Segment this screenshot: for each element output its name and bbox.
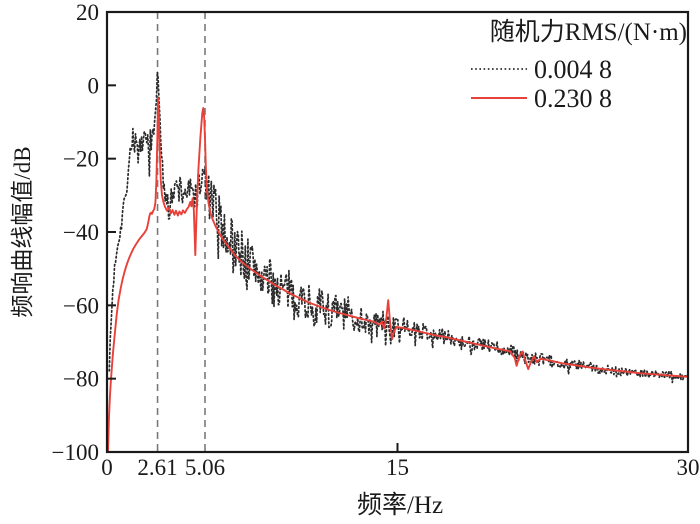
y-tick-label: −40 (63, 220, 99, 245)
y-tick-label: 0 (88, 73, 100, 98)
y-tick-label: 20 (76, 0, 99, 25)
y-tick-label: −100 (52, 440, 99, 465)
marker-dashed-lines (156, 12, 206, 452)
axis-ticks (106, 11, 689, 453)
marker-labels: 2.61 5.06 (137, 455, 225, 480)
legend-entries: 0.004 80.230 8 (471, 55, 612, 113)
legend: 随机力RMS/(N·m) 0.004 80.230 8 (471, 18, 687, 113)
x-tick-label: 0 (101, 455, 113, 480)
y-tick-label: −60 (63, 293, 99, 318)
y-axis-title: 频响曲线幅值/dB (10, 146, 35, 317)
x-tick-label: 30 (677, 455, 700, 480)
x-axis-title: 频率/Hz (357, 491, 443, 519)
y-tick-label: −20 (63, 147, 99, 172)
x-tick-label: 15 (386, 455, 409, 480)
legend-entry-label: 0.230 8 (534, 84, 612, 113)
series-curves (107, 71, 688, 452)
marker-label-5.06: 5.06 (185, 455, 225, 480)
legend-entry-label: 0.004 8 (534, 55, 612, 84)
marker-label-2.61: 2.61 (137, 455, 177, 480)
legend-title: 随机力RMS/(N·m) (490, 18, 687, 46)
y-tick-label: −80 (63, 367, 99, 392)
series-path-02308 (107, 97, 688, 452)
